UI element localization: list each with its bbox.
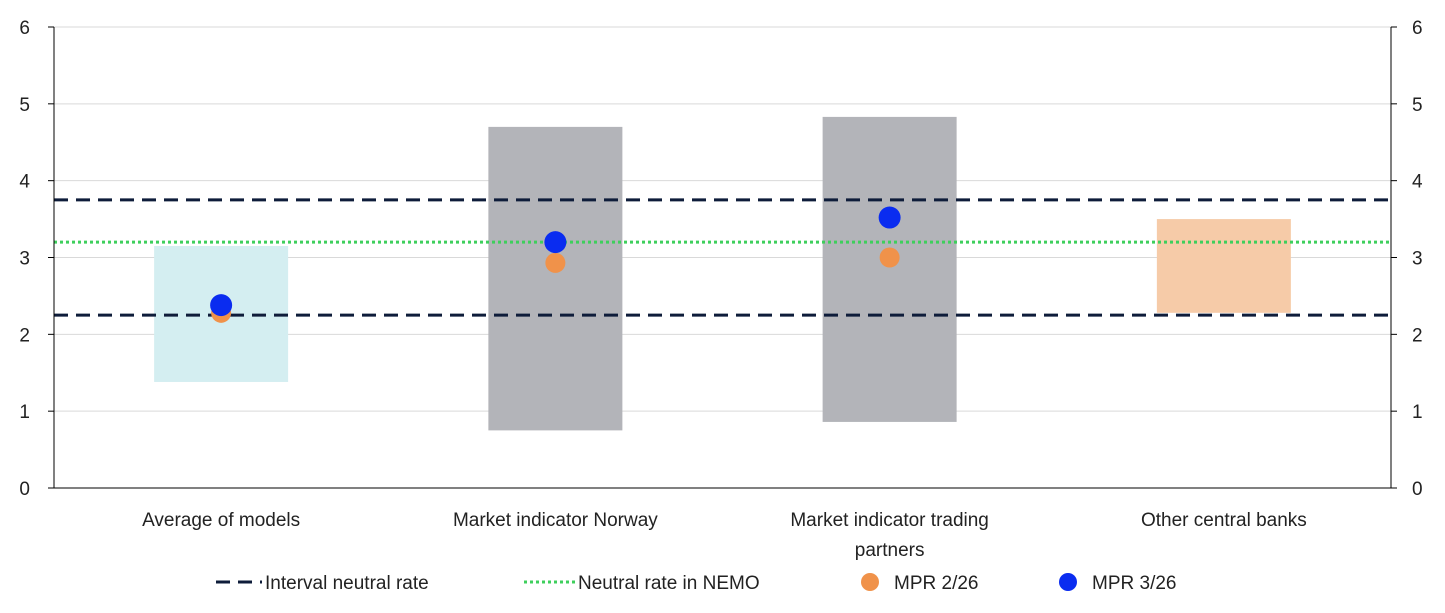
- category-label: Other central banks: [1141, 510, 1307, 531]
- legend-label-interval: Interval neutral rate: [265, 573, 429, 594]
- y2-tick-label: 5: [1412, 95, 1423, 116]
- legend-label-mpr326: MPR 3/26: [1092, 573, 1176, 594]
- y2-tick-label: 1: [1412, 402, 1423, 423]
- legend-label-mpr226: MPR 2/26: [894, 573, 978, 594]
- data-point: [878, 206, 901, 229]
- y2-tick-label: 0: [1412, 479, 1423, 500]
- range-bar: [1156, 219, 1291, 313]
- axis-labels: 0 1 2 3 4 5 6 0 1 2 3 4 5 6 Average of models Market in…: [19, 18, 1423, 561]
- y-tick-label: 4: [19, 172, 30, 193]
- data-point: [879, 247, 900, 268]
- y-tick-label: 6: [19, 18, 30, 39]
- y2-tick-label: 3: [1412, 249, 1423, 270]
- y-tick-label: 0: [19, 479, 30, 500]
- y-tick-label: 3: [19, 249, 30, 270]
- y-tick-label: 2: [19, 325, 30, 346]
- category-label: Average of models: [142, 510, 300, 531]
- axes: [48, 26, 1397, 489]
- legend-swatch-mpr226: [861, 573, 879, 591]
- range-bar: [822, 116, 957, 422]
- data-points: [210, 206, 901, 323]
- category-label: Market indicator trading: [790, 510, 989, 531]
- y-tick-label: 1: [19, 402, 30, 423]
- data-point: [545, 252, 566, 273]
- y2-tick-label: 4: [1412, 172, 1423, 193]
- data-point: [210, 294, 233, 317]
- y2-tick-label: 2: [1412, 325, 1423, 346]
- category-label: Market indicator Norway: [453, 510, 658, 531]
- range-bar: [488, 126, 623, 431]
- legend-label-nemo: Neutral rate in NEMO: [578, 573, 760, 594]
- y2-tick-label: 6: [1412, 18, 1423, 39]
- reference-lines: [54, 198, 1391, 317]
- data-point: [544, 231, 567, 254]
- y-tick-label: 5: [19, 95, 30, 116]
- category-label: partners: [855, 540, 925, 561]
- legend-swatch-mpr326: [1059, 573, 1077, 591]
- range-bars: [154, 116, 1291, 431]
- legend: Interval neutral rate Neutral rate in NEM…: [216, 573, 1176, 594]
